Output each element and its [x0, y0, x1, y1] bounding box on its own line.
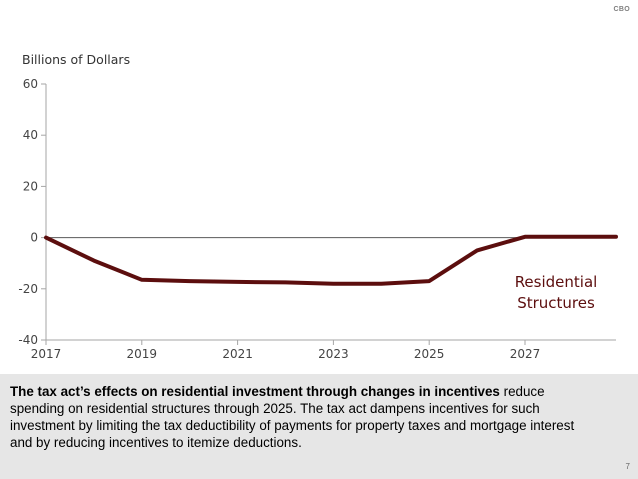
x-tick-label: 2025: [414, 347, 445, 361]
x-tick-label: 2021: [222, 347, 253, 361]
line-chart: -40 -20 0 20 40 60 2017 2019 2021 2023 2025 2027 Res…: [18, 77, 618, 361]
page-number: 7: [625, 462, 630, 471]
x-tick-label: 2027: [510, 347, 541, 361]
y-axis-title: Billions of Dollars: [22, 52, 131, 67]
caption-bold-text: The tax act’s effects on residential inv…: [10, 384, 500, 399]
y-tick-label: 60: [23, 77, 38, 91]
x-tick-label: 2023: [318, 347, 349, 361]
x-tick-label: 2017: [31, 347, 62, 361]
series-label: Residential Structures: [515, 273, 598, 312]
y-tick-label: 40: [23, 128, 38, 142]
y-tick-label: 20: [23, 179, 38, 193]
y-tick-label: 0: [30, 231, 38, 245]
y-tick-label: -40: [18, 333, 38, 347]
x-tick-label: 2019: [127, 347, 158, 361]
caption-box: The tax act’s effects on residential inv…: [0, 374, 638, 479]
y-tick-label: -20: [18, 282, 38, 296]
series-line-residential-structures: [44, 234, 618, 286]
cbo-logo: CBO: [613, 6, 630, 13]
caption-body-text: reduce spending on residential structure…: [10, 384, 575, 450]
